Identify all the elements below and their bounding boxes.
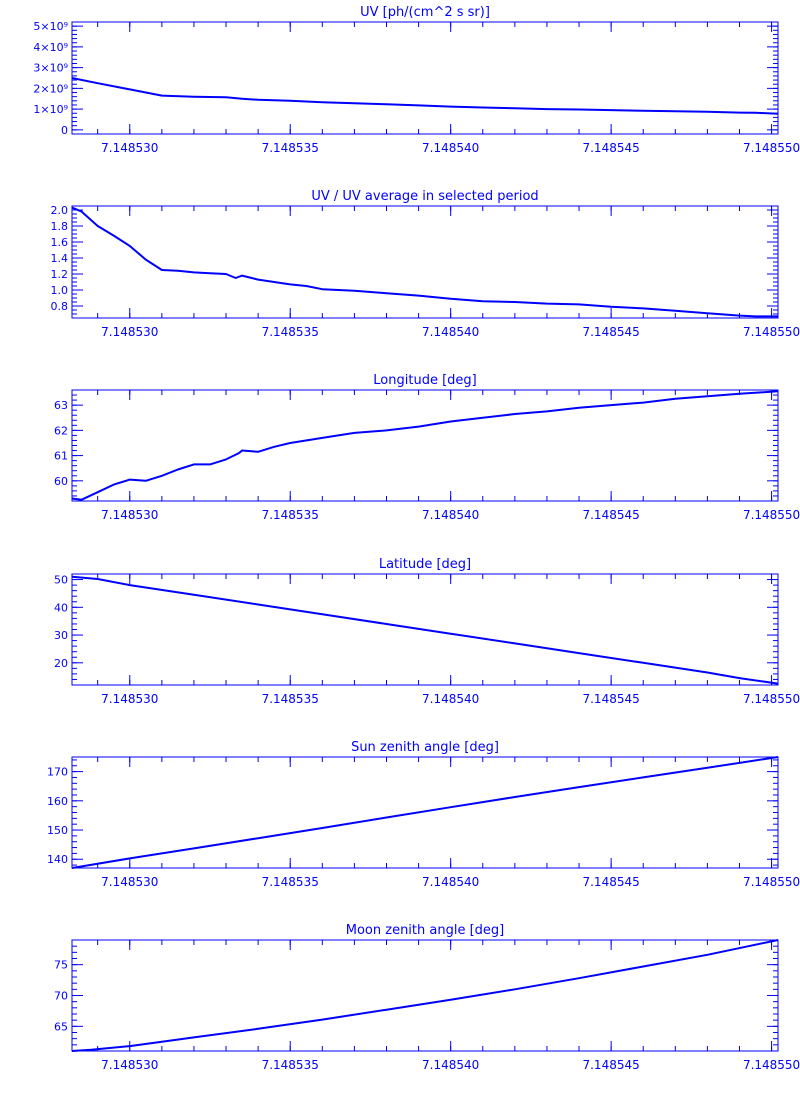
x-tick-label: 7.148550 <box>743 692 800 706</box>
x-tick-label: 7.148550 <box>743 325 800 339</box>
series-line <box>71 939 779 1052</box>
x-tick-label: 7.148530 <box>101 875 158 889</box>
y-tick-label: 50 <box>54 574 68 587</box>
y-tick-label: 1.6 <box>51 236 69 249</box>
x-tick-label: 7.148545 <box>582 141 639 155</box>
y-tick-label: 30 <box>54 629 68 642</box>
chart-title: Longitude [deg] <box>373 373 476 388</box>
x-tick-label: 7.148530 <box>101 1058 158 1072</box>
x-tick-label: 7.148545 <box>582 325 639 339</box>
y-tick-label: 1.0 <box>51 284 69 297</box>
x-tick-label: 7.148535 <box>262 692 319 706</box>
x-tick-label: 7.148535 <box>262 875 319 889</box>
series-line <box>71 575 779 685</box>
x-tick-label: 7.148530 <box>101 325 158 339</box>
x-tick-label: 7.148550 <box>743 508 800 522</box>
chart-panel: Sun zenith angle [deg] 140 150 160 170 7.1485… <box>47 740 800 889</box>
chart-title: Latitude [deg] <box>379 557 471 572</box>
y-tick-label: 4×10⁹ <box>33 41 68 54</box>
chart-panel: Latitude [deg] 20 30 40 50 7.148530 7.148535 7.… <box>54 557 800 706</box>
y-tick-label: 2×10⁹ <box>33 82 68 95</box>
y-tick-label: 160 <box>47 795 68 808</box>
x-tick-label: 7.148540 <box>422 325 479 339</box>
y-tick-label: 20 <box>54 657 68 670</box>
chart-panel: UV / UV average in selected period 0.8 1.0… <box>51 189 800 339</box>
plot-frame <box>71 389 779 502</box>
x-tick-label: 7.148540 <box>422 1058 479 1072</box>
y-tick-label: 140 <box>47 853 68 866</box>
y-tick-label: 70 <box>54 990 68 1003</box>
series-line <box>71 756 779 869</box>
y-tick-label: 1×10⁹ <box>33 103 68 116</box>
x-tick-label: 7.148535 <box>262 325 319 339</box>
y-tick-label: 3×10⁹ <box>33 62 68 75</box>
y-tick-label: 60 <box>54 475 68 488</box>
y-tick-label: 75 <box>54 959 68 972</box>
series-line <box>71 390 779 501</box>
y-tick-label: 5×10⁹ <box>33 20 68 33</box>
chart-panel: Longitude [deg] 60 61 62 63 7.148530 7.148535 7… <box>54 373 800 522</box>
x-tick-label: 7.148550 <box>743 1058 800 1072</box>
chart-title: UV [ph/(cm^2 s sr)] <box>360 5 490 20</box>
chart-title: Sun zenith angle [deg] <box>351 740 499 755</box>
x-tick-label: 7.148545 <box>582 1058 639 1072</box>
y-tick-label: 170 <box>47 766 68 779</box>
x-tick-label: 7.148540 <box>422 692 479 706</box>
y-tick-label: 2.0 <box>51 204 69 217</box>
chart-title: UV / UV average in selected period <box>311 189 538 204</box>
x-tick-label: 7.148530 <box>101 508 158 522</box>
chart-panel: Moon zenith angle [deg] 65 70 75 7.148530 7.1… <box>54 923 800 1072</box>
y-tick-label: 40 <box>54 601 68 614</box>
series-line <box>71 206 778 318</box>
x-tick-label: 7.148545 <box>582 692 639 706</box>
y-tick-label: 0 <box>61 124 68 137</box>
y-tick-label: 65 <box>54 1020 68 1033</box>
x-tick-label: 7.148540 <box>422 875 479 889</box>
y-tick-label: 1.8 <box>51 220 69 233</box>
y-tick-label: 150 <box>47 824 68 837</box>
chart-title: Moon zenith angle [deg] <box>346 923 504 938</box>
x-tick-label: 7.148540 <box>422 141 479 155</box>
series-line <box>71 77 779 115</box>
x-tick-label: 7.148530 <box>101 141 158 155</box>
x-tick-label: 7.148530 <box>101 692 158 706</box>
y-tick-label: 61 <box>54 450 68 463</box>
x-tick-label: 7.148550 <box>743 141 800 155</box>
plot-frame <box>71 205 779 319</box>
chart-panel: UV [ph/(cm^2 s sr)] 0 1×10⁹ 2×10⁹ 3×10⁹ 4×10⁹… <box>33 5 800 155</box>
y-tick-label: 1.4 <box>51 252 69 265</box>
x-tick-label: 7.148535 <box>262 141 319 155</box>
y-tick-label: 62 <box>54 424 68 437</box>
y-tick-label: 1.2 <box>51 268 69 281</box>
x-tick-label: 7.148545 <box>582 508 639 522</box>
y-tick-label: 63 <box>54 399 68 412</box>
x-tick-label: 7.148550 <box>743 875 800 889</box>
x-tick-label: 7.148540 <box>422 508 479 522</box>
plot-frame <box>71 939 779 1052</box>
x-tick-label: 7.148535 <box>262 508 319 522</box>
y-tick-label: 0.8 <box>51 300 69 313</box>
x-tick-label: 7.148545 <box>582 875 639 889</box>
plot-frame <box>71 21 779 135</box>
x-tick-label: 7.148535 <box>262 1058 319 1072</box>
